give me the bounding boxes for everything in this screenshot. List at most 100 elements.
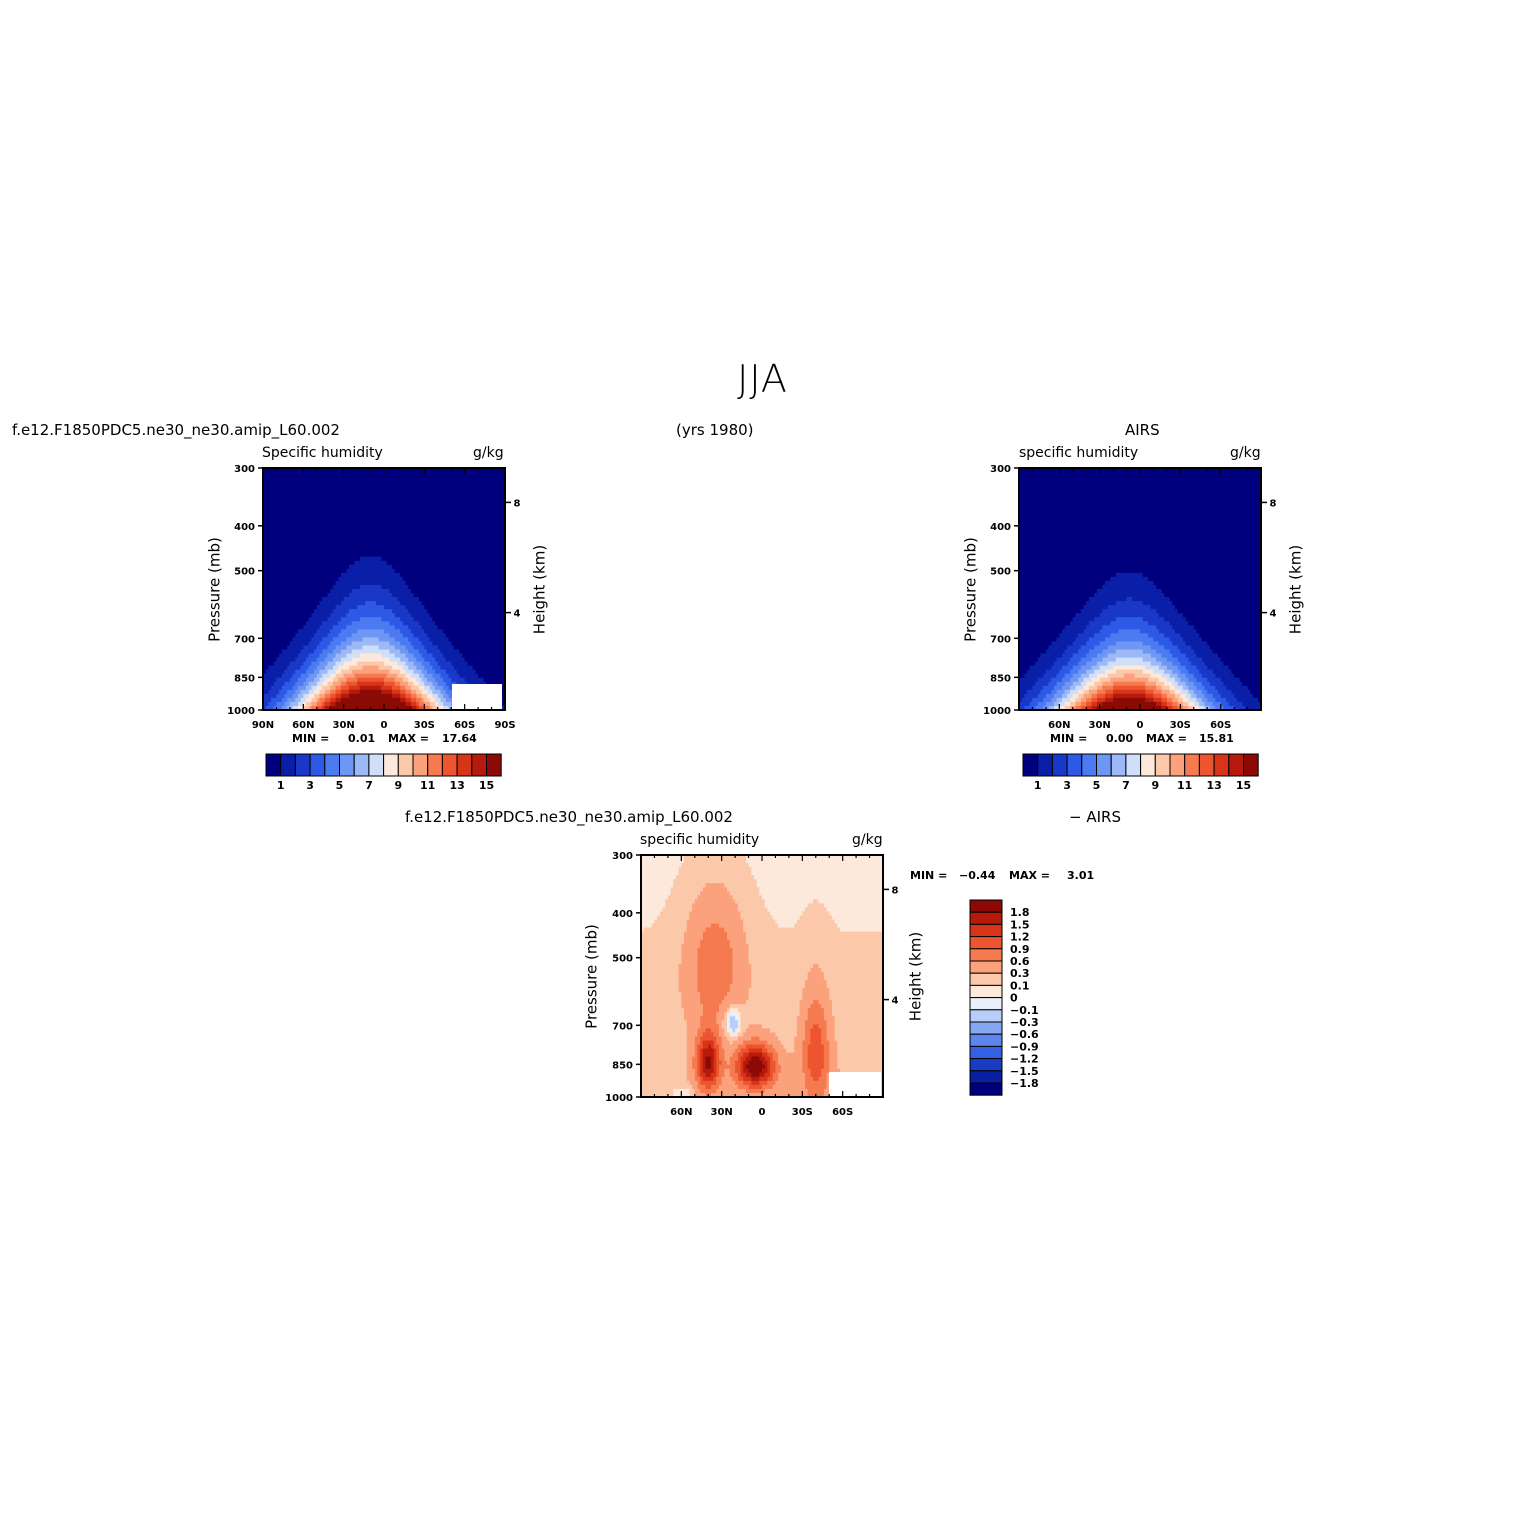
obs-min-value: 0.00	[1106, 732, 1134, 745]
diff-units: g/kg	[852, 832, 883, 848]
obs-colorbar-box	[1198, 753, 1215, 777]
diff-y2tick-label: 4	[892, 996, 899, 1007]
model-colorbar-box	[456, 753, 473, 777]
diff-colorbar-box	[969, 899, 1003, 913]
obs-max-value: 15.81	[1199, 732, 1234, 745]
obs-units: g/kg	[1230, 445, 1261, 461]
diff-xtick-label: 60S	[832, 1107, 853, 1118]
obs-colorbar-box	[1140, 753, 1156, 777]
model-colorbar-box	[353, 753, 370, 777]
model-units: g/kg	[473, 445, 504, 461]
diff-colorbar-box	[969, 972, 1003, 986]
obs-field	[1019, 468, 1262, 711]
diff-obs-label: − AIRS	[1069, 808, 1121, 826]
model-xtick-label: 0	[381, 720, 388, 731]
obs-panel: 300 400 500 700 850 1000 8 4 60N 30N 0 30S 60S	[983, 464, 1276, 731]
diff-colorbar-box	[969, 936, 1003, 950]
obs-colorbar-box	[1037, 753, 1053, 777]
obs-ytick-label: 850	[990, 673, 1011, 684]
model-xtick-label: 60S	[454, 720, 475, 731]
model-colorbar-box	[471, 753, 487, 777]
obs-ytick-label: 400	[990, 522, 1011, 533]
years-label: (yrs 1980)	[676, 421, 754, 439]
model-xtick-label: 90N	[252, 720, 274, 731]
diff-min-label: MIN =	[910, 869, 948, 882]
model-xtick-label: 30N	[333, 720, 355, 731]
model-colorbar-box	[397, 753, 414, 777]
obs-xtick-label: 0	[1137, 720, 1144, 731]
diff-colorbar-box	[969, 1070, 1003, 1084]
diff-colorbar-label: −0.1	[1010, 1004, 1039, 1017]
obs-colorbar-box	[1184, 753, 1200, 777]
obs-colorbar-box	[1213, 753, 1230, 777]
obs-colorbar-box	[1169, 753, 1186, 777]
diff-colorbar-label: 1.8	[1010, 906, 1030, 919]
model-colorbar-label: 11	[420, 779, 435, 792]
diff-colorbar-label: −1.5	[1010, 1065, 1039, 1078]
model-colorbar-box	[383, 753, 399, 777]
diff-field	[641, 855, 884, 1098]
model-colorbar-label: 15	[479, 779, 494, 792]
obs-colorbar-box	[1066, 753, 1083, 777]
model-colorbar-label: 5	[336, 779, 344, 792]
obs-colorbar-box	[1125, 753, 1142, 777]
diff-var-label: specific humidity	[640, 832, 760, 848]
model-y2tick-label: 4	[514, 609, 521, 620]
diff-colorbar-label: 0.3	[1010, 967, 1030, 980]
diff-model-case: f.e12.F1850PDC5.ne30_ne30.amip_L60.002	[405, 808, 733, 826]
obs-colorbar-box	[1081, 753, 1098, 777]
obs-colorbar-label: 15	[1236, 779, 1251, 792]
diff-colorbar-box	[969, 1009, 1003, 1023]
diff-colorbar-box	[969, 984, 1003, 999]
model-colorbar-box	[265, 753, 282, 777]
obs-colorbar-box	[1022, 753, 1039, 777]
model-colorbar-label: 1	[277, 779, 285, 792]
model-panel: 300 400 500 700 850 1000 8 4 90N 60N 30N 0 30S 60S 90S	[227, 464, 520, 731]
model-field	[263, 468, 506, 711]
diff-colorbar-label: −0.6	[1010, 1028, 1039, 1041]
colorbars: 1 3 5 7 9 11 13 15 1 3 5 7 9 11 13 151.81.51.20.90.60.3…	[265, 753, 1259, 1096]
obs-min-label: MIN =	[1050, 732, 1088, 745]
model-max-label: MAX =	[388, 732, 429, 745]
diff-colorbar-label: 0.6	[1010, 955, 1030, 968]
model-colorbar-box	[427, 753, 443, 777]
diff-ytick-label: 850	[612, 1060, 633, 1071]
diff-colorbar-label: −0.9	[1010, 1040, 1039, 1053]
obs-colorbar-label: 1	[1034, 779, 1042, 792]
model-min-value: 0.01	[348, 732, 376, 745]
diff-colorbar-box	[969, 960, 1003, 974]
obs-colorbar-box	[1051, 753, 1068, 777]
diff-min-value: −0.44	[959, 869, 996, 882]
model-colorbar-box	[294, 753, 311, 777]
diff-colorbar-box	[969, 1045, 1003, 1060]
diff-ytick-label: 500	[612, 954, 633, 965]
model-colorbar-box	[486, 753, 502, 777]
obs-colorbar-label: 11	[1177, 779, 1192, 792]
model-missing-area	[452, 684, 502, 710]
obs-xtick-label: 30S	[1170, 720, 1191, 731]
model-y2tick-label: 8	[514, 498, 521, 509]
obs-ytick-label: 700	[990, 634, 1011, 645]
model-ytick-label: 1000	[227, 706, 255, 717]
diff-colorbar-label: 0.9	[1010, 943, 1030, 956]
diff-xtick-label: 30S	[792, 1107, 813, 1118]
obs-var-label: specific humidity	[1019, 445, 1139, 461]
diff-colorbar-label: 1.2	[1010, 931, 1030, 944]
obs-colorbar-label: 13	[1206, 779, 1221, 792]
model-ytick-label: 850	[234, 673, 255, 684]
diff-colorbar-label: −1.8	[1010, 1077, 1039, 1090]
obs-xtick-label: 30N	[1089, 720, 1111, 731]
diff-colorbar-box	[969, 997, 1003, 1011]
diff-xtick-label: 30N	[711, 1107, 733, 1118]
obs-colorbar-box	[1228, 753, 1245, 777]
model-colorbar-box	[441, 753, 458, 777]
diff-colorbar-box	[969, 923, 1003, 938]
obs-colorbar-box	[1096, 753, 1112, 777]
obs-colorbar-box	[1154, 753, 1171, 777]
obs-title: AIRS	[1125, 421, 1160, 439]
model-max-value: 17.64	[442, 732, 477, 745]
model-xtick-label: 30S	[414, 720, 435, 731]
diff-ytick-label: 700	[612, 1021, 633, 1032]
obs-xtick-label: 60S	[1210, 720, 1231, 731]
model-colorbar-label: 3	[306, 779, 314, 792]
